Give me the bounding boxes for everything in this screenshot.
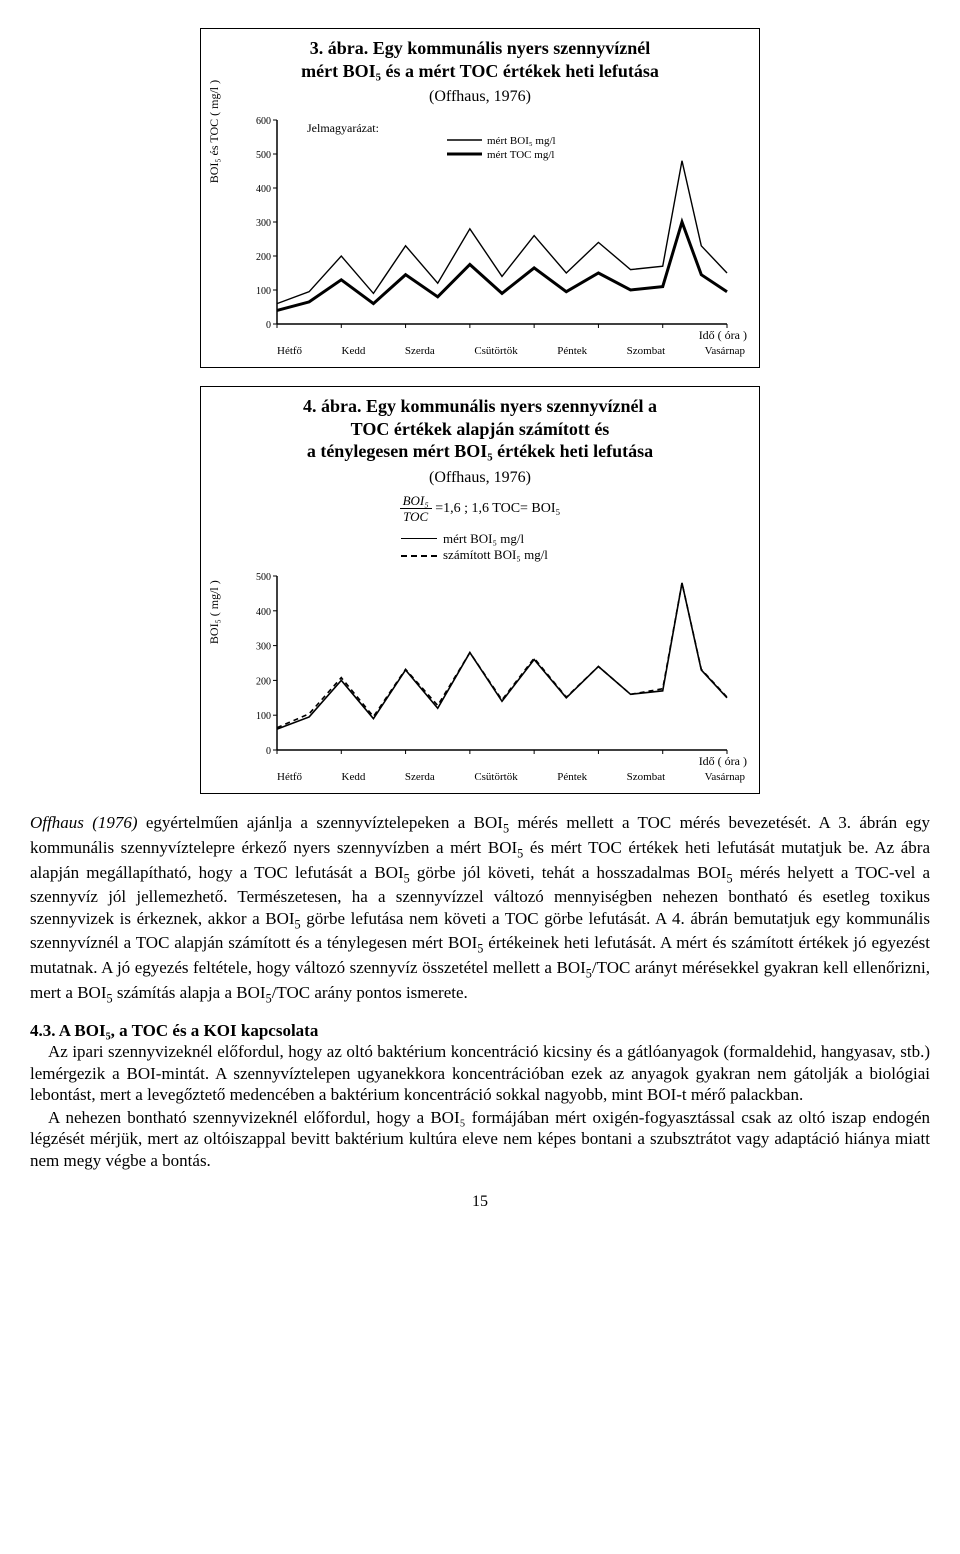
- fig4-num: 4. ábra.: [303, 396, 362, 416]
- figure-4-chart: BOI₅ ( mg/l ) 0100200300400500 Idő ( óra…: [211, 568, 749, 783]
- figure-3: 3. ábra. Egy kommunális nyers szennyvízn…: [200, 28, 760, 368]
- fig4-sub: (Offhaus, 1976): [211, 469, 749, 487]
- xlabel: Hétfő: [277, 345, 302, 357]
- svg-text:0: 0: [266, 320, 271, 331]
- svg-text:600: 600: [256, 116, 271, 127]
- svg-text:500: 500: [256, 150, 271, 161]
- body-text: Offhaus (1976) egyértelműen ajánlja a sz…: [30, 812, 930, 1171]
- xlabel: Vasárnap: [705, 345, 745, 357]
- fig3-l1: Egy kommunális nyers szennyvíznél: [373, 38, 651, 58]
- fig3-ylabel: BOI₅ és TOC ( mg/l ): [207, 79, 222, 182]
- paragraph-1: Offhaus (1976) egyértelműen ajánlja a sz…: [30, 812, 930, 1006]
- fig4-l3: a ténylegesen mért BOI₅ értékek heti lef…: [307, 441, 653, 461]
- line-icon: [401, 538, 437, 539]
- eq-rhs: =1,6 ; 1,6 TOC= BOI₅: [435, 501, 560, 516]
- xlabel: Kedd: [342, 771, 366, 783]
- svg-text:400: 400: [256, 607, 271, 618]
- fig3-svg: 0 100 200 300 400 500 600 Jelmagyarázat: mért BO…: [237, 112, 737, 342]
- svg-text:300: 300: [256, 642, 271, 653]
- fig4-equation: BOI₅TOC =1,6 ; 1,6 TOC= BOI₅: [211, 493, 749, 525]
- fig3-sub: (Offhaus, 1976): [211, 88, 749, 106]
- svg-text:300: 300: [256, 218, 271, 229]
- leg4b: számított BOI₅ mg/l: [443, 547, 548, 564]
- xlabel: Csütörtök: [474, 345, 517, 357]
- fig4-xright: Idő ( óra ): [237, 754, 749, 769]
- fig3-l2: mért BOI₅ és a mért TOC értékek heti lef…: [301, 61, 659, 81]
- xlabel: Szombat: [627, 345, 666, 357]
- dash-icon: [401, 555, 437, 557]
- fig4-l2: TOC értékek alapján számított és: [351, 419, 610, 439]
- fig4-ylabel: BOI₅ ( mg/l ): [207, 580, 222, 644]
- eq-n: BOI₅: [400, 493, 432, 509]
- paragraph-2: Az ipari szennyvizeknél előfordul, hogy …: [30, 1041, 930, 1105]
- figure-3-caption: 3. ábra. Egy kommunális nyers szennyvízn…: [211, 37, 749, 82]
- fig3-num: 3. ábra.: [310, 38, 369, 58]
- xlabel: Kedd: [342, 345, 366, 357]
- svg-text:mért BOI₅ mg/l: mért BOI₅ mg/l: [487, 135, 556, 147]
- svg-text:100: 100: [256, 711, 271, 722]
- svg-text:Jelmagyarázat:: Jelmagyarázat:: [307, 121, 379, 135]
- svg-text:200: 200: [256, 252, 271, 263]
- fig3-xright: Idő ( óra ): [237, 328, 749, 343]
- svg-text:200: 200: [256, 677, 271, 688]
- svg-text:500: 500: [256, 572, 271, 583]
- fig4-svg: 0 100 200 300 400 500: [237, 568, 737, 768]
- svg-text:400: 400: [256, 184, 271, 195]
- xlabel: Vasárnap: [705, 771, 745, 783]
- figure-3-chart: BOI₅ és TOC ( mg/l ) 0100200300400500600…: [211, 112, 749, 357]
- xlabel: Péntek: [557, 345, 587, 357]
- svg-text:0: 0: [266, 746, 271, 757]
- figure-4-caption: 4. ábra. Egy kommunális nyers szennyvízn…: [211, 395, 749, 463]
- fig4-xlabels: Hétfő Kedd Szerda Csütörtök Péntek Szombat Vas…: [277, 771, 749, 783]
- fig4-l1: Egy kommunális nyers szennyvíznél a: [366, 396, 657, 416]
- svg-text:mért TOC mg/l: mért TOC mg/l: [487, 149, 554, 161]
- leg4a: mért BOI₅ mg/l: [443, 531, 524, 548]
- svg-text:100: 100: [256, 286, 271, 297]
- xlabel: Csütörtök: [474, 771, 517, 783]
- xlabel: Szombat: [627, 771, 666, 783]
- xlabel: Hétfő: [277, 771, 302, 783]
- eq-d: TOC: [400, 509, 431, 524]
- figure-4: 4. ábra. Egy kommunális nyers szennyvízn…: [200, 386, 760, 794]
- fig3-xlabels: Hétfő Kedd Szerda Csütörtök Péntek Szombat Vas…: [277, 345, 749, 357]
- xlabel: Szerda: [405, 345, 435, 357]
- section-heading: 4.3. A BOI₅, a TOC és a KOI kapcsolata: [30, 1020, 930, 1041]
- paragraph-3: A nehezen bontható szennyvizeknél előfor…: [30, 1107, 930, 1171]
- fig4-legend: mért BOI₅ mg/l számított BOI₅ mg/l: [401, 531, 749, 565]
- xlabel: Péntek: [557, 771, 587, 783]
- page-number: 15: [30, 1193, 930, 1211]
- xlabel: Szerda: [405, 771, 435, 783]
